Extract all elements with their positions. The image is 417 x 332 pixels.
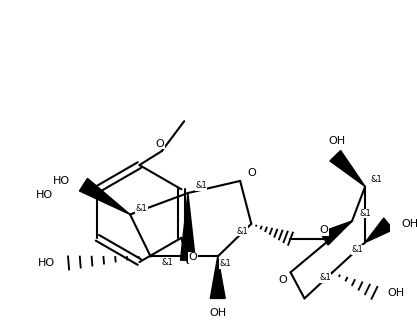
Text: &1: &1 xyxy=(219,259,231,269)
Text: &1: &1 xyxy=(370,175,382,184)
Text: &1: &1 xyxy=(319,274,331,283)
Text: &1: &1 xyxy=(352,245,364,254)
Text: O: O xyxy=(156,139,164,149)
Text: &1: &1 xyxy=(161,258,173,267)
Text: OH: OH xyxy=(209,308,226,318)
Polygon shape xyxy=(365,218,393,242)
Text: HO: HO xyxy=(38,258,55,268)
Polygon shape xyxy=(330,150,365,187)
Text: &1: &1 xyxy=(359,209,371,218)
Text: HO: HO xyxy=(35,190,53,200)
Text: &1: &1 xyxy=(195,181,207,190)
Text: O: O xyxy=(320,225,329,235)
Polygon shape xyxy=(79,178,130,214)
Text: OH: OH xyxy=(329,136,346,146)
Text: O: O xyxy=(247,168,256,179)
Text: OH: OH xyxy=(402,219,417,229)
Text: OH: OH xyxy=(387,288,404,298)
Polygon shape xyxy=(210,256,225,298)
Polygon shape xyxy=(320,221,352,245)
Polygon shape xyxy=(181,193,196,260)
Text: O: O xyxy=(279,275,287,285)
Text: &1: &1 xyxy=(136,205,147,213)
Text: &1: &1 xyxy=(236,227,248,236)
Text: HO: HO xyxy=(53,176,70,186)
Text: O: O xyxy=(188,252,197,262)
